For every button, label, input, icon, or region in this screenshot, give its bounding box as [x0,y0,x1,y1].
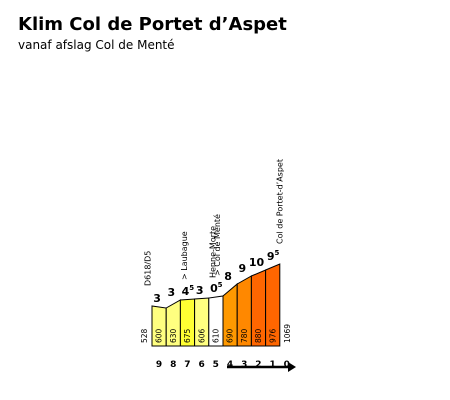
segment-altitude-label: 780 [240,328,249,343]
segment-gradient-decimal: 5 [218,281,223,289]
km-tick-label: 9 [156,360,162,370]
page-subtitle: vanaf afslag Col de Menté [18,38,175,52]
place-label: > Col de Menté [212,214,222,276]
km-tick-label: 1 [269,360,275,370]
km-tick-label: 8 [170,360,176,370]
segment-altitude-label: 880 [254,328,263,343]
direction-arrow-head [288,362,296,372]
km-tick-label: 2 [255,360,261,370]
segment-gradient-label: 9 [238,262,246,275]
segment-altitude-label: 600 [155,328,164,343]
segment-gradient-label: 3 [196,284,204,297]
final-altitude-label: 1069 [283,324,292,343]
segment-gradient-label: 3 [167,286,175,299]
segment-altitude-label: 606 [197,328,206,343]
segment-gradient-label: 9 [267,250,275,263]
km-tick-label: 6 [198,360,204,370]
segment-altitude-label: 675 [183,328,192,343]
page-title: Klim Col de Portet d’Aspet [18,14,287,35]
segment-altitude-label: 610 [212,328,221,343]
km-tick-label: 7 [184,360,190,370]
place-label: > Laubague [180,231,189,280]
segment-gradient-label: 4 [182,285,190,298]
segment-altitude-label: 690 [226,328,235,343]
segment-gradient-label: 3 [153,292,161,305]
km-tick-label: 4 [227,360,233,370]
km-tick-label: 5 [213,360,219,370]
segment-altitude-label: 630 [169,328,178,343]
segment-gradient-decimal: 5 [274,249,279,257]
place-label: Henne-Morte [209,226,218,278]
segment-gradient-label: 10 [249,256,265,269]
place-label: Col de Portet-d’Aspet [275,159,284,244]
segment-gradient-label: 8 [224,270,232,283]
start-altitude-label: 528 [140,328,149,343]
place-label: D618/D5 [143,251,152,286]
segment-gradient-decimal: 5 [189,284,194,292]
km-tick-label: 3 [241,360,247,370]
segment-gradient-label: 0 [210,282,218,295]
km-tick-label: 0 [284,360,290,370]
segment-altitude-label: 976 [268,328,277,343]
